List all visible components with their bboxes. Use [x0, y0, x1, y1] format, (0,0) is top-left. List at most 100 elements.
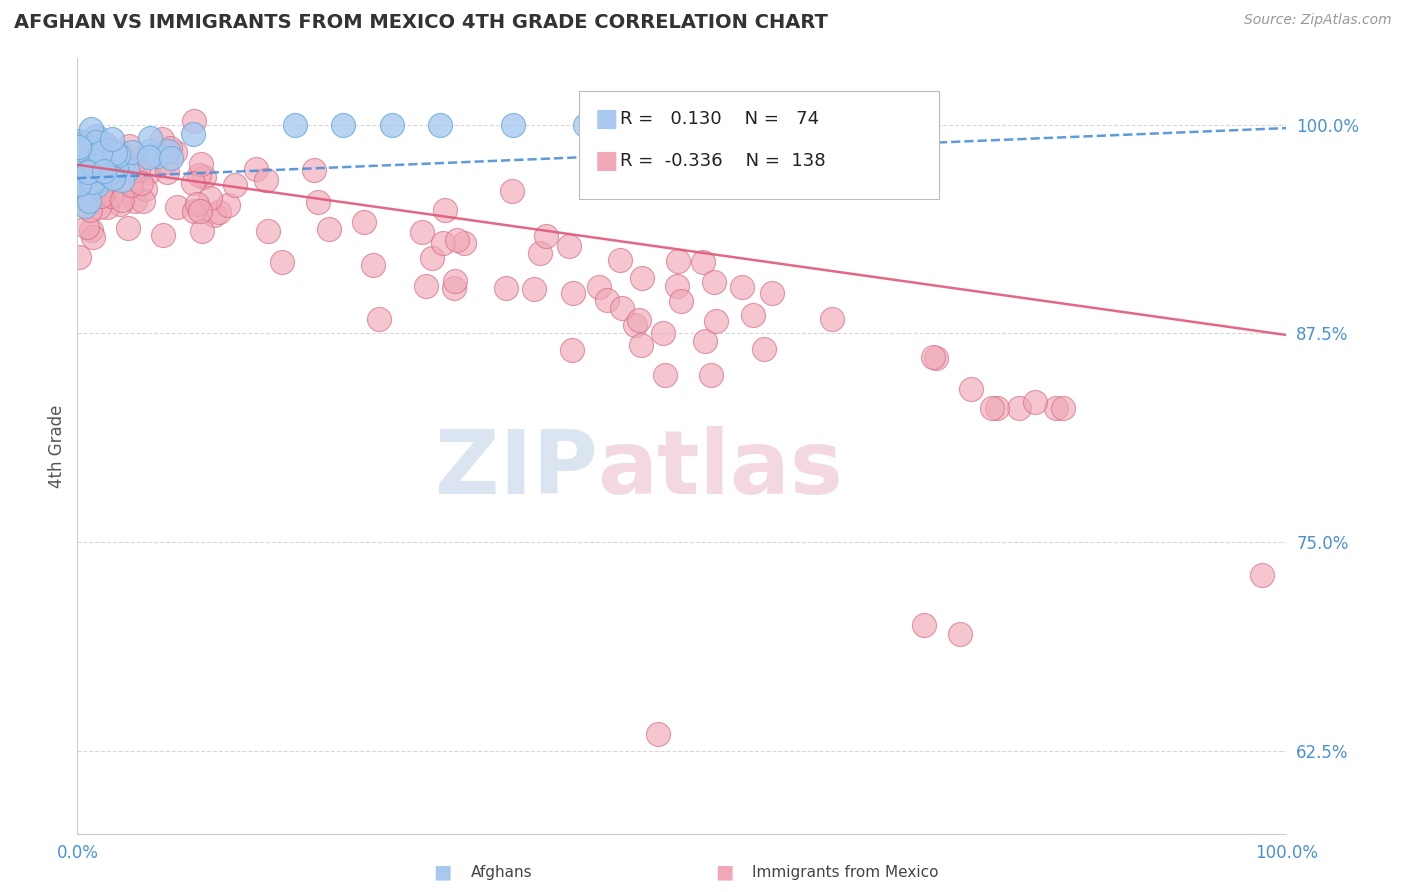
Point: [69, 167, 91, 181]
Point: [86, 151, 108, 165]
Point: [731, 279, 754, 293]
Point: [120, 178, 142, 193]
Point: [353, 215, 375, 229]
Point: [1251, 568, 1274, 582]
Y-axis label: 4th Grade: 4th Grade: [48, 404, 66, 488]
Point: [152, 132, 174, 146]
Point: [89, 163, 111, 178]
Point: [121, 145, 143, 159]
Point: [595, 293, 617, 308]
Point: [181, 176, 204, 190]
Point: [103, 170, 125, 185]
Point: [821, 312, 844, 326]
Point: [921, 350, 943, 364]
Point: [108, 146, 131, 161]
Point: [67, 250, 90, 264]
Point: [245, 161, 267, 176]
Point: [627, 312, 650, 326]
Point: [166, 200, 188, 214]
Point: [671, 118, 693, 132]
Point: [93, 177, 115, 191]
Point: [69, 142, 91, 156]
Point: [148, 148, 170, 162]
Point: [76, 166, 98, 180]
Point: [100, 189, 122, 203]
Point: [80, 223, 103, 237]
Point: [443, 281, 465, 295]
Point: [558, 239, 581, 253]
Point: [700, 368, 723, 382]
Point: [76, 143, 98, 157]
Point: [83, 159, 105, 173]
Point: [83, 161, 105, 175]
Text: ■: ■: [595, 107, 619, 130]
Point: [80, 177, 103, 191]
Point: [502, 118, 524, 132]
Point: [86, 178, 108, 192]
Point: [127, 162, 149, 177]
Point: [562, 285, 585, 300]
Point: [77, 164, 100, 178]
Point: [79, 202, 101, 217]
Point: [72, 146, 94, 161]
Point: [67, 171, 90, 186]
Point: [1045, 401, 1067, 416]
Point: [117, 220, 139, 235]
Point: [90, 159, 112, 173]
Point: [912, 118, 935, 132]
Point: [1008, 401, 1031, 416]
Point: [70, 156, 93, 170]
Point: [73, 141, 96, 155]
Point: [118, 139, 141, 153]
Point: [72, 173, 94, 187]
Point: [495, 281, 517, 295]
Point: [67, 150, 90, 164]
Point: [131, 151, 153, 165]
Point: [91, 153, 114, 168]
Point: [304, 162, 326, 177]
Point: [139, 144, 162, 158]
Point: [86, 159, 108, 173]
Point: [104, 146, 127, 161]
Point: [82, 229, 104, 244]
Point: [420, 252, 443, 266]
Point: [84, 161, 107, 175]
Point: [415, 278, 437, 293]
Text: R =  -0.336    N =  138: R = -0.336 N = 138: [620, 152, 825, 169]
Point: [67, 191, 90, 205]
Point: [87, 163, 110, 178]
Point: [90, 189, 112, 203]
Text: Source: ZipAtlas.com: Source: ZipAtlas.com: [1244, 13, 1392, 28]
Point: [84, 128, 107, 143]
Point: [692, 255, 714, 269]
Point: [624, 318, 647, 333]
Point: [181, 127, 204, 141]
Point: [792, 118, 814, 132]
Point: [139, 130, 162, 145]
Point: [83, 153, 105, 168]
Point: [190, 157, 212, 171]
Point: [80, 174, 103, 188]
Point: [82, 175, 104, 189]
Text: ■: ■: [595, 149, 619, 172]
Point: [453, 236, 475, 251]
Point: [574, 118, 596, 132]
Point: [76, 177, 98, 191]
Point: [631, 271, 654, 285]
Point: [429, 118, 451, 132]
Point: [434, 202, 457, 217]
Point: [752, 342, 775, 356]
Text: Immigrants from Mexico: Immigrants from Mexico: [752, 865, 939, 880]
Point: [103, 162, 125, 177]
Point: [75, 161, 97, 175]
Point: [111, 156, 134, 170]
Point: [609, 252, 631, 267]
Point: [70, 194, 93, 208]
Point: [75, 183, 97, 197]
Point: [67, 182, 90, 196]
Point: [284, 118, 307, 132]
Point: [90, 144, 112, 158]
Point: [949, 626, 972, 640]
Point: [1052, 401, 1074, 416]
Point: [411, 225, 433, 239]
